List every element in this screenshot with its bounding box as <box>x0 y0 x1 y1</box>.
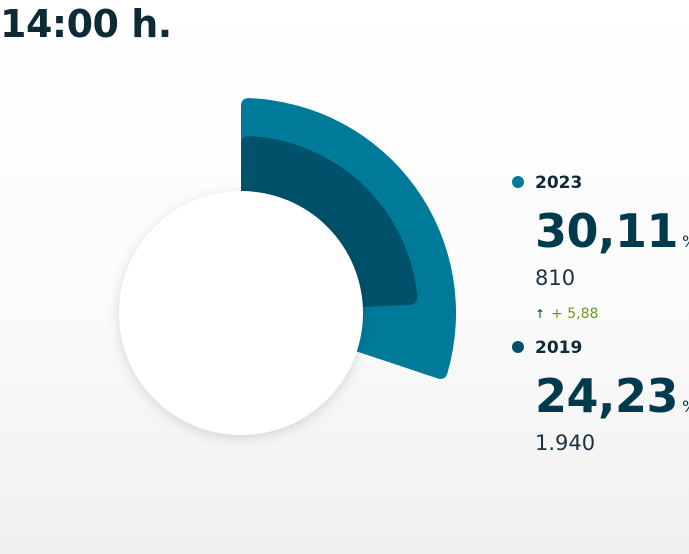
percent-value-2023: 30,11 <box>535 204 679 258</box>
percent-row-2023: 30,11% <box>535 206 689 256</box>
change-value-2023: + 5,88 <box>551 306 599 322</box>
legend-dot-2023 <box>512 176 524 188</box>
center-disc <box>119 191 363 435</box>
legend-year-2019: 2019 <box>535 338 583 358</box>
percent-row-2019: 24,23% <box>535 371 689 421</box>
legend: 2023 30,11% 810 ↑ + 5,88 2019 24,23% 1.94… <box>512 0 689 554</box>
votes-2023: 810 <box>535 266 576 290</box>
time-heading: 14:00 h. <box>0 2 172 46</box>
percent-unit-2019: % <box>682 397 689 416</box>
arrow-up-icon: ↑ <box>535 307 546 321</box>
legend-dot-2019 <box>512 341 524 353</box>
percent-unit-2023: % <box>682 232 689 251</box>
legend-year-2023: 2023 <box>535 173 583 193</box>
change-2023: ↑ + 5,88 <box>535 305 598 323</box>
percent-value-2019: 24,23 <box>535 369 679 423</box>
votes-2019: 1.940 <box>535 431 596 455</box>
